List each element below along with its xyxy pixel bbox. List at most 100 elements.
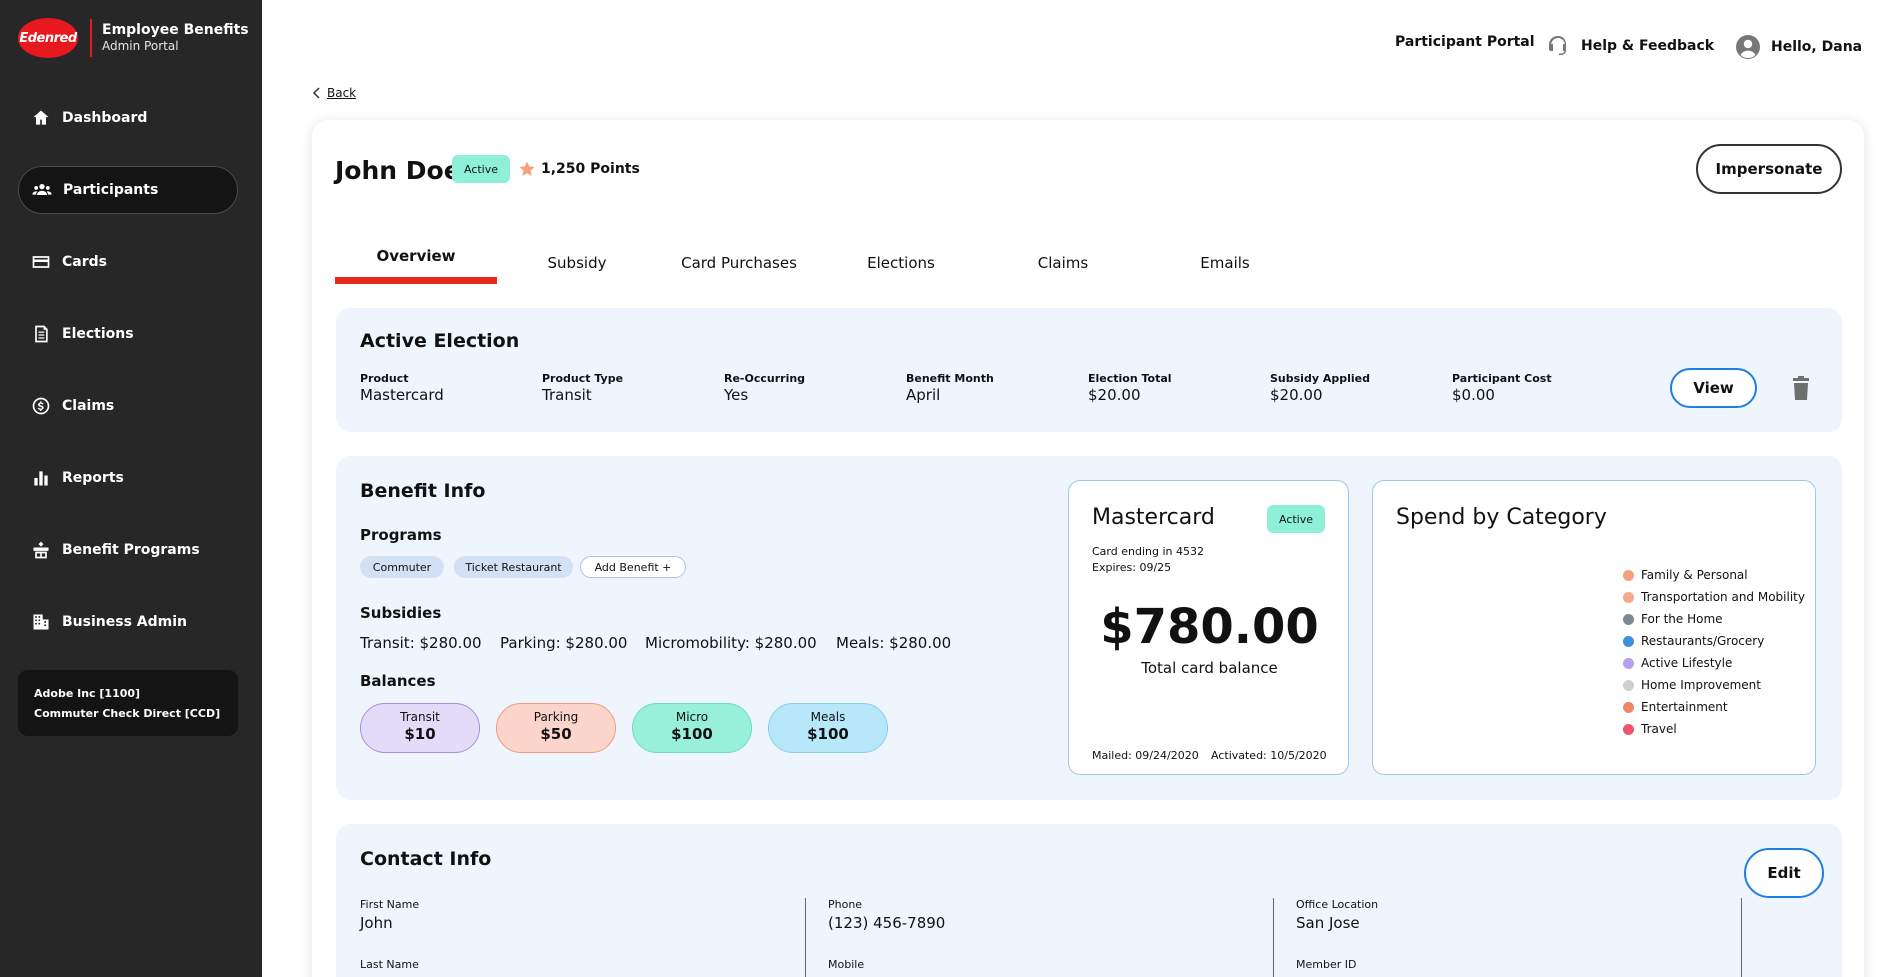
document-icon [30, 323, 52, 345]
edenred-logo[interactable]: Edenred [18, 18, 78, 58]
status-badge: Active [452, 155, 510, 183]
program-chip[interactable]: Ticket Restaurant [454, 556, 573, 578]
active-election-panel: Active Election Product Mastercard Produ… [336, 308, 1842, 432]
election-field-total: Election Total $20.00 [1088, 372, 1172, 404]
field-value: Yes [724, 386, 749, 404]
subsidy-item: Transit: $280.00 [360, 634, 482, 652]
legend-label: Home Improvement [1641, 678, 1761, 692]
view-election-button[interactable]: View [1670, 368, 1757, 408]
participant-name: John Doe [335, 156, 461, 185]
balance-label: Parking [533, 710, 579, 724]
sidebar-item-cards[interactable]: Cards [18, 238, 238, 286]
field-value: $20.00 [1088, 386, 1141, 404]
tab-emails[interactable]: Emails [1200, 254, 1250, 272]
balance-value: $50 [540, 725, 572, 743]
brand: Edenred Employee Benefits Admin Portal [18, 18, 249, 58]
tab-subsidy[interactable]: Subsidy [547, 254, 607, 272]
subsidy-item: Parking: $280.00 [500, 634, 628, 652]
tab-overview[interactable]: Overview [335, 234, 497, 284]
field-label: Participant Cost [1452, 372, 1552, 385]
edit-contact-button[interactable]: Edit [1744, 848, 1824, 898]
sidebar-item-participants[interactable]: Participants [18, 166, 238, 214]
legend-dot [1623, 679, 1634, 691]
election-field-product-type: Product Type Transit [542, 372, 623, 404]
field-label: Mobile [828, 958, 865, 971]
field-label: Phone [828, 898, 863, 911]
user-greeting: Hello, Dana [1771, 39, 1863, 55]
tab-card-purchases[interactable]: Card Purchases [681, 254, 797, 272]
star-icon [519, 161, 535, 176]
card-balance-label: Total card balance [1141, 659, 1278, 677]
subsidy-item: Micromobility: $280.00 [645, 634, 817, 652]
benefit-info-title: Benefit Info [360, 480, 486, 502]
user-menu[interactable]: Hello, Dana [1735, 34, 1862, 60]
sidebar-item-label: Benefit Programs [62, 542, 200, 558]
field-label: Member ID [1296, 958, 1357, 971]
balance-pill: Transit $10 [360, 703, 480, 753]
balance-value: $100 [807, 725, 849, 743]
home-icon [30, 107, 52, 129]
sidebar-item-label: Business Admin [62, 614, 187, 630]
spend-by-category-card: Spend by Category Family & Personal Tran… [1372, 480, 1816, 775]
tab-claims[interactable]: Claims [1037, 254, 1089, 272]
sidebar-item-dashboard[interactable]: Dashboard [18, 94, 238, 142]
participant-portal-link[interactable]: Participant Portal [1395, 34, 1535, 50]
legend-item: Restaurants/Grocery [1623, 634, 1764, 648]
legend-item: Home Improvement [1623, 678, 1761, 692]
card-balance: $780.00 [1100, 599, 1319, 655]
field-label: Last Name [360, 958, 419, 971]
field-value: John [360, 914, 393, 932]
subsidy-item: Meals: $280.00 [836, 634, 952, 652]
building-icon [30, 611, 52, 633]
add-benefit-button[interactable]: Add Benefit + [580, 556, 686, 578]
field-label: Election Total [1088, 372, 1172, 385]
contact-field-phone: Phone (123) 456-7890 [828, 898, 945, 932]
mastercard-card[interactable]: Mastercard Active Card ending in 4532 Ex… [1068, 480, 1349, 775]
sidebar-item-label: Participants [63, 182, 159, 198]
contact-field-office-location: Office Location San Jose [1296, 898, 1378, 932]
balances-label: Balances [360, 672, 436, 690]
field-label: Product Type [542, 372, 624, 385]
back-link[interactable]: Back [312, 86, 356, 100]
legend-dot [1623, 635, 1634, 647]
sidebar-item-elections[interactable]: Elections [18, 310, 238, 358]
headset-icon [1549, 36, 1566, 55]
programs-label: Programs [360, 526, 442, 544]
card-status-badge: Active [1267, 505, 1325, 533]
legend-label: Transportation and Mobility [1641, 590, 1805, 604]
benefit-info-panel: Benefit Info Programs Commuter Ticket Re… [336, 456, 1842, 800]
sidebar-item-label: Dashboard [62, 110, 148, 126]
tab-elections[interactable]: Elections [867, 254, 935, 272]
help-feedback-link[interactable]: Help & Feedback [1545, 34, 1714, 58]
subsidies-label: Subsidies [360, 604, 442, 622]
sidebar-item-business-admin[interactable]: Business Admin [18, 598, 238, 646]
field-value: Transit [542, 386, 592, 404]
balance-pill: Micro $100 [632, 703, 752, 753]
gift-box-icon [30, 539, 52, 561]
contact-field-member-id: Member ID [1296, 958, 1356, 971]
field-label: Benefit Month [906, 372, 994, 385]
legend-label: Active Lifestyle [1641, 656, 1733, 670]
bar-chart-icon [30, 467, 52, 489]
sidebar-item-benefit-programs[interactable]: Benefit Programs [18, 526, 238, 574]
sidebar-item-reports[interactable]: Reports [18, 454, 238, 502]
user-avatar-icon [1736, 35, 1760, 59]
election-field-subsidy-applied: Subsidy Applied $20.00 [1270, 372, 1370, 404]
card-title: Mastercard [1092, 505, 1215, 530]
card-mailed-date: Mailed: 09/24/2020 [1092, 749, 1199, 762]
trash-icon[interactable] [1792, 376, 1810, 400]
organization-selector[interactable]: Adobe Inc [1100] Commuter Check Direct [… [18, 670, 238, 736]
legend-item: Travel [1623, 722, 1677, 736]
election-field-benefit-month: Benefit Month April [906, 372, 994, 404]
legend-item: Transportation and Mobility [1623, 590, 1805, 604]
impersonate-button[interactable]: Impersonate [1696, 144, 1842, 194]
legend-dot [1623, 723, 1634, 735]
balance-label: Transit [400, 710, 440, 724]
balance-pill: Meals $100 [768, 703, 888, 753]
brand-subtitle: Admin Portal [102, 39, 179, 53]
field-label: First Name [360, 898, 420, 911]
sidebar-item-label: Cards [62, 254, 107, 270]
help-feedback-label: Help & Feedback [1581, 38, 1715, 54]
program-chip[interactable]: Commuter [360, 556, 444, 578]
sidebar-item-claims[interactable]: Claims [18, 382, 238, 430]
